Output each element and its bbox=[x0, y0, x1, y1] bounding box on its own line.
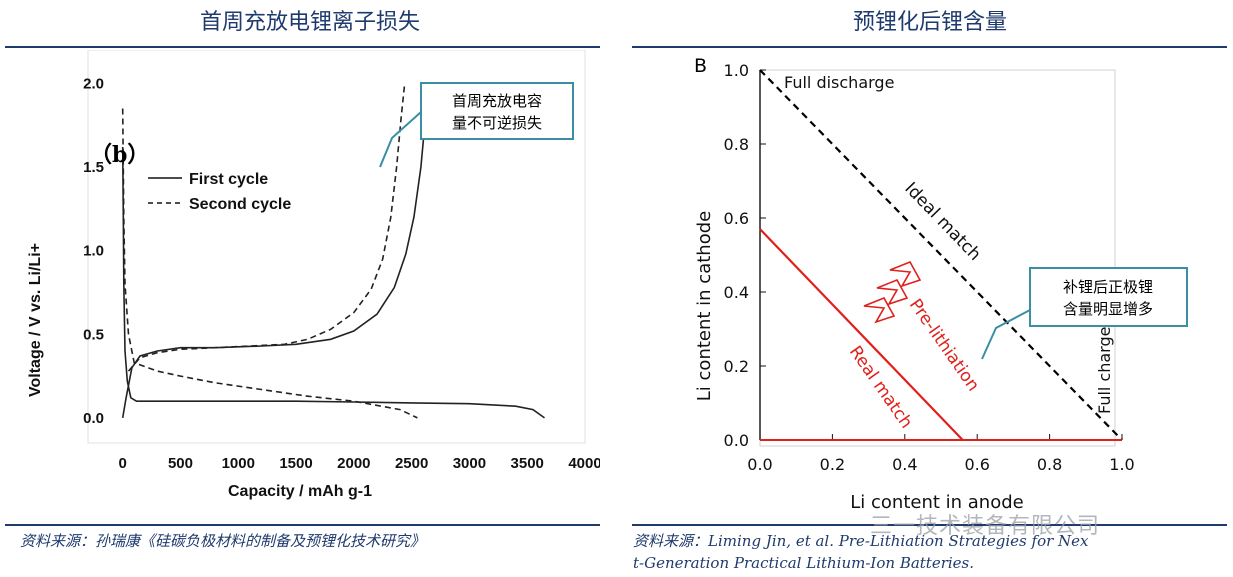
right-chart: B 0.0 0.2 0.4 0.6 0.8 1.0 0.00.20.40.60.81.0 … bbox=[694, 55, 1188, 513]
left-callout-line1: 首周充放电容 bbox=[452, 92, 542, 110]
right-x-tick-label: 0.6 bbox=[964, 455, 989, 474]
left-series-first-cycle-line bbox=[121, 146, 545, 419]
left-y-axis-title: Voltage / V vs. Li/Li+ bbox=[27, 243, 44, 397]
left-series-first-cycle-line bbox=[121, 83, 430, 419]
left-panel-label: （b） bbox=[90, 142, 149, 168]
right-series-real-match-line bbox=[759, 228, 964, 441]
right-x-tick-label: 0.8 bbox=[1037, 455, 1062, 474]
left-callout-box bbox=[420, 82, 574, 140]
right-y-tick-label: 0.6 bbox=[724, 209, 749, 228]
annot-full-charge: Full charge bbox=[1095, 327, 1114, 414]
right-source-note: 资料来源：Liming Jin, et al. Pre-Lithiation S… bbox=[633, 530, 1229, 574]
left-chart: 0 500 1000 1500 2000 2500 3000 3500 4000 0.0 0.5 1… bbox=[27, 50, 600, 500]
left-title-rule bbox=[5, 46, 600, 48]
left-x-tick-label: 1500 bbox=[279, 455, 312, 472]
left-y-tick-label: 0.5 bbox=[83, 326, 104, 343]
right-panel-label: B bbox=[694, 55, 707, 77]
right-y-tick-label: 0.8 bbox=[724, 135, 749, 154]
left-source-rule bbox=[5, 524, 600, 526]
right-panel-title: 预锂化后锂含量 bbox=[852, 10, 1007, 35]
left-y-tick-label: 0.0 bbox=[83, 410, 104, 427]
right-source-rule bbox=[632, 524, 1227, 526]
right-x-tick-label: 0.2 bbox=[820, 455, 845, 474]
left-x-tick-label: 3500 bbox=[511, 455, 544, 472]
pre-lithiation-arrow-2 bbox=[876, 278, 909, 306]
left-y-tick-label: 1.5 bbox=[83, 159, 104, 176]
legend-label-first-cycle: First cycle bbox=[189, 171, 268, 188]
left-x-tick-label: 2500 bbox=[395, 455, 428, 472]
right-x-axis-title: Li content in anode bbox=[850, 492, 1023, 513]
left-x-axis-title: Capacity / mAh g-1 bbox=[228, 483, 372, 500]
left-x-tick-label: 4000 bbox=[568, 455, 600, 472]
right-x-tick-label: 0.4 bbox=[892, 455, 917, 474]
right-y-tick-label: 1.0 bbox=[724, 61, 749, 80]
right-y-tick-label: 0.4 bbox=[724, 283, 749, 302]
left-x-tick-label: 2000 bbox=[337, 455, 370, 472]
left-series-second-cycle-line bbox=[121, 108, 418, 419]
left-source-note: 资料来源：孙瑞康《硅碳负极材料的制备及预锂化技术研究》 bbox=[20, 532, 426, 550]
left-x-tick-label: 3000 bbox=[453, 455, 486, 472]
left-x-tick-label: 1000 bbox=[222, 455, 255, 472]
right-callout-line1: 补锂后正极锂 bbox=[1063, 278, 1153, 296]
left-x-tick-label: 500 bbox=[168, 455, 193, 472]
right-x-tick-label: 0.0 bbox=[747, 455, 772, 474]
left-callout-line2: 量不可逆损失 bbox=[452, 114, 542, 132]
left-panel-title: 首周充放电锂离子损失 bbox=[199, 10, 420, 35]
right-x-tick-label: 1.0 bbox=[1109, 455, 1134, 474]
right-y-tick-label: 0.0 bbox=[724, 431, 749, 450]
left-y-tick-label: 1.0 bbox=[83, 243, 104, 260]
legend-label-second-cycle: Second cycle bbox=[189, 196, 291, 213]
right-source-line2: t-Generation Practical Lithium-Ion Batte… bbox=[633, 554, 975, 572]
annot-full-discharge: Full discharge bbox=[784, 73, 894, 92]
right-title-rule bbox=[632, 46, 1227, 48]
right-plot-frame bbox=[759, 69, 1116, 447]
watermark-text: 三一技术装备有限公司 bbox=[870, 514, 1101, 539]
left-y-tick-label: 2.0 bbox=[83, 75, 104, 92]
pre-lithiation-arrows bbox=[863, 260, 922, 324]
left-x-tick-label: 0 bbox=[119, 455, 127, 472]
right-source-line1: 资料来源：Liming Jin, et al. Pre-Lithiation S… bbox=[633, 532, 1089, 550]
pre-lithiation-arrow-1 bbox=[863, 296, 896, 324]
left-callout-leader bbox=[379, 111, 422, 168]
right-y-axis-title: Li content in cathode bbox=[694, 211, 715, 401]
pre-lithiation-arrow-3 bbox=[889, 260, 922, 288]
right-y-tick-label: 0.2 bbox=[724, 357, 749, 376]
right-callout-leader bbox=[981, 309, 1031, 360]
right-callout-line2: 含量明显增多 bbox=[1063, 300, 1153, 318]
right-callout-box bbox=[1029, 267, 1188, 327]
right-series-ideal-match-line bbox=[759, 69, 1123, 441]
